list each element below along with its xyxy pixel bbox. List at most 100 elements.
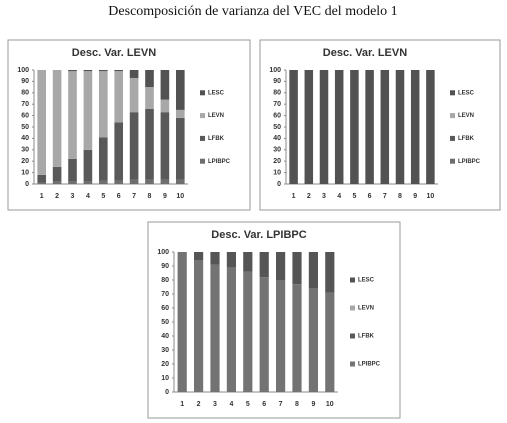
x-tick-label: 8 <box>398 193 402 200</box>
y-tick-label: 0 <box>277 181 281 188</box>
bar-segment <box>129 70 139 78</box>
legend-label: LEVN <box>208 113 224 119</box>
bar-segment <box>334 70 344 184</box>
y-tick-label: 10 <box>21 169 29 176</box>
bar-segment <box>243 271 253 392</box>
chart-frame <box>147 221 401 419</box>
legend-swatch <box>200 90 205 96</box>
bar-segment <box>175 117 185 180</box>
legend-label: LESC <box>208 90 225 96</box>
x-tick-label: 6 <box>117 193 121 200</box>
bar-segment <box>68 158 77 182</box>
x-tick-label: 6 <box>262 401 266 408</box>
bar-segment <box>194 252 204 261</box>
x-tick-label: 5 <box>352 193 356 200</box>
y-tick-label: 100 <box>269 67 281 74</box>
bar-segment <box>129 179 139 184</box>
legend-swatch <box>350 277 355 283</box>
y-tick-label: 50 <box>161 319 169 326</box>
y-tick-label: 30 <box>273 147 281 154</box>
y-tick-label: 40 <box>273 135 281 142</box>
bar-segment <box>410 70 420 184</box>
bar-segment <box>243 252 253 272</box>
chart-frame <box>7 39 251 211</box>
x-tick-label: 10 <box>326 401 334 408</box>
legend-label: LESC <box>458 90 475 96</box>
bar-segment <box>114 70 124 72</box>
bar-segment <box>325 252 335 293</box>
y-tick-label: 10 <box>273 169 281 176</box>
bar-segment <box>319 70 329 184</box>
bar-segment <box>175 179 185 184</box>
y-tick-label: 80 <box>21 90 29 97</box>
legend-label: LEVN <box>358 306 374 312</box>
legend-swatch <box>450 90 455 96</box>
x-tick-label: 1 <box>292 193 296 200</box>
chart-title: Desc. Var. LEVN <box>72 47 156 59</box>
x-tick-label: 10 <box>176 193 184 200</box>
bar-segment <box>175 109 185 118</box>
y-tick-label: 20 <box>273 158 281 165</box>
x-tick-label: 4 <box>86 193 90 200</box>
bar-segment <box>98 137 108 181</box>
bar-segment <box>308 288 318 392</box>
x-tick-label: 2 <box>197 401 201 408</box>
y-tick-label: 30 <box>161 347 169 354</box>
legend-swatch <box>200 158 205 164</box>
x-tick-label: 7 <box>383 193 387 200</box>
bar-segment <box>68 181 77 184</box>
legend-label: LPIBPC <box>208 159 231 165</box>
y-tick-label: 0 <box>25 181 29 188</box>
bar-segment <box>129 112 139 180</box>
x-tick-label: 9 <box>413 193 417 200</box>
x-tick-label: 8 <box>148 193 152 200</box>
bar-segment <box>210 264 220 392</box>
x-tick-label: 1 <box>180 401 184 408</box>
x-tick-label: 2 <box>307 193 311 200</box>
x-tick-label: 4 <box>337 193 341 200</box>
legend-label: LEVN <box>458 113 474 119</box>
legend-swatch <box>450 135 455 141</box>
bar-segment <box>365 70 374 184</box>
bar-segment <box>292 252 302 285</box>
bar-segment <box>68 71 77 159</box>
x-tick-label: 9 <box>311 401 315 408</box>
bar-segment <box>276 252 286 280</box>
bar-segment <box>325 292 335 392</box>
figure-title: Descomposición de varianza del VEC del m… <box>108 4 397 19</box>
bar-segment <box>98 71 108 138</box>
bar-segment <box>160 99 170 113</box>
bar-segment <box>395 70 405 184</box>
bar-segment <box>114 180 124 184</box>
x-tick-label: 7 <box>132 193 136 200</box>
legend-label: LFBK <box>358 334 375 340</box>
bar-segment <box>83 149 93 182</box>
bar-segment <box>83 71 93 150</box>
x-tick-label: 3 <box>213 401 217 408</box>
y-tick-label: 60 <box>161 305 169 312</box>
bar-segment <box>114 122 124 181</box>
bar-segment <box>177 252 187 392</box>
bar-segment <box>380 70 390 184</box>
bar-segment <box>37 174 47 183</box>
bar-segment <box>145 70 154 88</box>
bar-segment <box>52 166 62 182</box>
legend-label: LPIBPC <box>458 159 481 165</box>
x-tick-label: 2 <box>55 193 59 200</box>
bar-segment <box>292 284 302 392</box>
bar-segment <box>145 108 154 180</box>
y-tick-label: 30 <box>21 147 29 154</box>
y-tick-label: 20 <box>161 361 169 368</box>
bar-segment <box>83 70 93 72</box>
y-tick-label: 0 <box>165 389 169 396</box>
y-tick-label: 50 <box>273 124 281 131</box>
y-tick-label: 100 <box>17 67 29 74</box>
bar-segment <box>226 267 236 392</box>
bar-segment <box>210 252 220 265</box>
bar-segment <box>426 70 435 184</box>
chart-frame <box>259 39 501 211</box>
y-tick-label: 40 <box>21 135 29 142</box>
y-tick-label: 70 <box>273 101 281 108</box>
bar-segment <box>175 70 185 110</box>
